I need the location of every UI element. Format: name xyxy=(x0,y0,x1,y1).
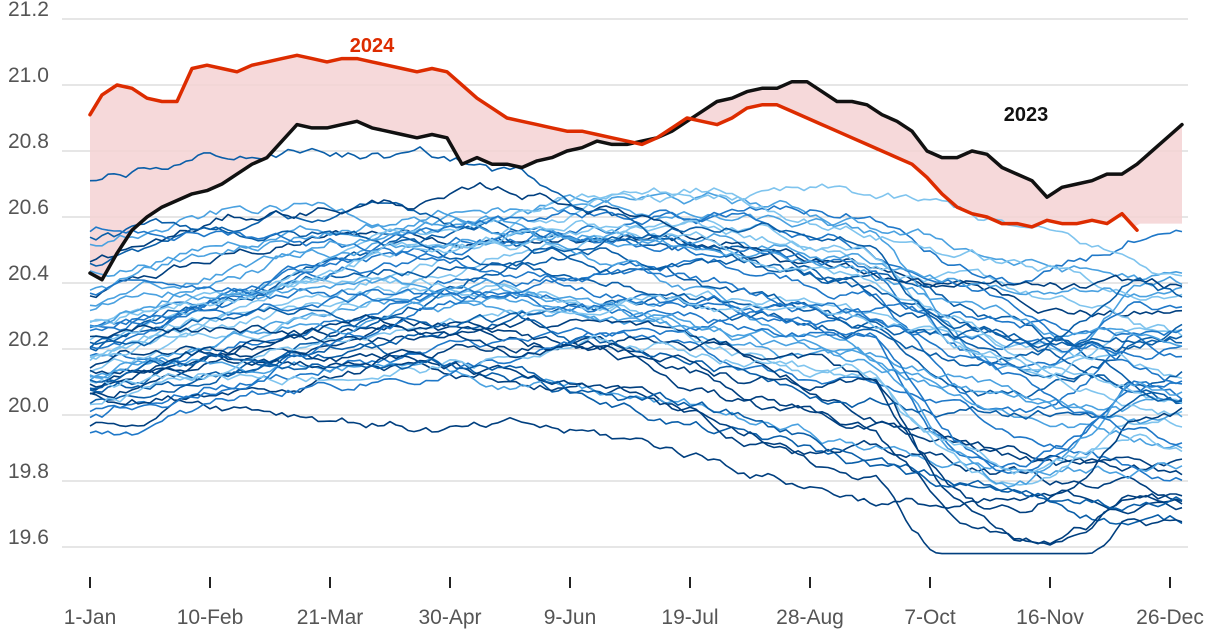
x-tick-label: 26-Dec xyxy=(1136,606,1204,629)
historical-year-line xyxy=(89,275,1183,488)
historical-year-line xyxy=(89,294,1183,406)
x-tick-label: 7-Oct xyxy=(904,606,956,629)
historical-year-line xyxy=(89,218,1183,405)
historical-year-line xyxy=(89,334,1183,475)
y-tick-label: 19.8 xyxy=(8,460,49,483)
x-tick-label: 1-Jan xyxy=(64,606,117,629)
y-tick-label: 20.8 xyxy=(8,130,49,153)
historical-year-line xyxy=(89,317,1183,476)
series-label-2024: 2024 xyxy=(350,35,395,57)
historical-year-line xyxy=(89,199,1183,291)
series-line-2024 xyxy=(88,53,1139,232)
historical-year-line xyxy=(89,306,1183,420)
historical-year-line xyxy=(89,283,1183,379)
x-tick-label: 9-Jun xyxy=(544,606,597,629)
historical-year-line xyxy=(89,182,1183,291)
historical-year-line xyxy=(89,314,1183,514)
historical-year-line xyxy=(89,257,1183,414)
y-tick-label: 19.6 xyxy=(8,526,49,549)
historical-year-line xyxy=(89,353,1183,512)
historical-year-line xyxy=(89,146,1183,353)
historical-year-line xyxy=(89,226,1183,337)
historical-year-line xyxy=(89,276,1183,486)
historical-year-line xyxy=(89,347,1183,505)
x-tick-label: 10-Feb xyxy=(177,606,244,629)
x-axis xyxy=(89,577,1171,588)
y-tick-label: 20.4 xyxy=(8,262,49,285)
historical-year-line xyxy=(89,267,1183,446)
y-tick-label: 20.2 xyxy=(8,328,49,351)
x-tick-label: 30-Apr xyxy=(418,606,481,629)
historical-year-line xyxy=(89,287,1183,361)
historical-year-line xyxy=(89,219,1183,379)
historical-series-group xyxy=(89,146,1183,555)
x-tick-label: 28-Aug xyxy=(776,606,844,629)
historical-year-line xyxy=(89,219,1183,416)
historical-year-line xyxy=(89,335,1183,546)
y-tick-label: 21.0 xyxy=(8,64,49,87)
historical-year-line xyxy=(89,229,1183,318)
historical-year-line xyxy=(89,222,1183,405)
gap-band-2023-2024 xyxy=(90,56,1182,280)
historical-year-line xyxy=(89,217,1183,347)
y-tick-label: 20.6 xyxy=(8,196,49,219)
gap-band-shape xyxy=(90,56,1182,280)
tick-labels: 19.6 19.8 20.0 20.2 20.4 20.6 20.8 21.0 21.2 1-Ja… xyxy=(8,0,1204,629)
historical-year-line xyxy=(89,293,1183,449)
historical-year-line xyxy=(89,187,1183,341)
historical-year-line xyxy=(89,327,1183,482)
historical-year-line xyxy=(89,201,1183,413)
x-tick-label: 19-Jul xyxy=(661,606,718,629)
x-tick-label: 16-Nov xyxy=(1016,606,1084,629)
y-tick-label: 21.2 xyxy=(8,0,49,21)
historical-year-line xyxy=(89,392,1183,515)
historical-year-line xyxy=(89,225,1183,369)
series-label-2023: 2023 xyxy=(1004,104,1049,126)
historical-year-line xyxy=(89,345,1183,555)
x-tick-label: 21-Mar xyxy=(297,606,364,629)
y-tick-label: 20.0 xyxy=(8,394,49,417)
highlight-series-group xyxy=(88,53,1184,282)
